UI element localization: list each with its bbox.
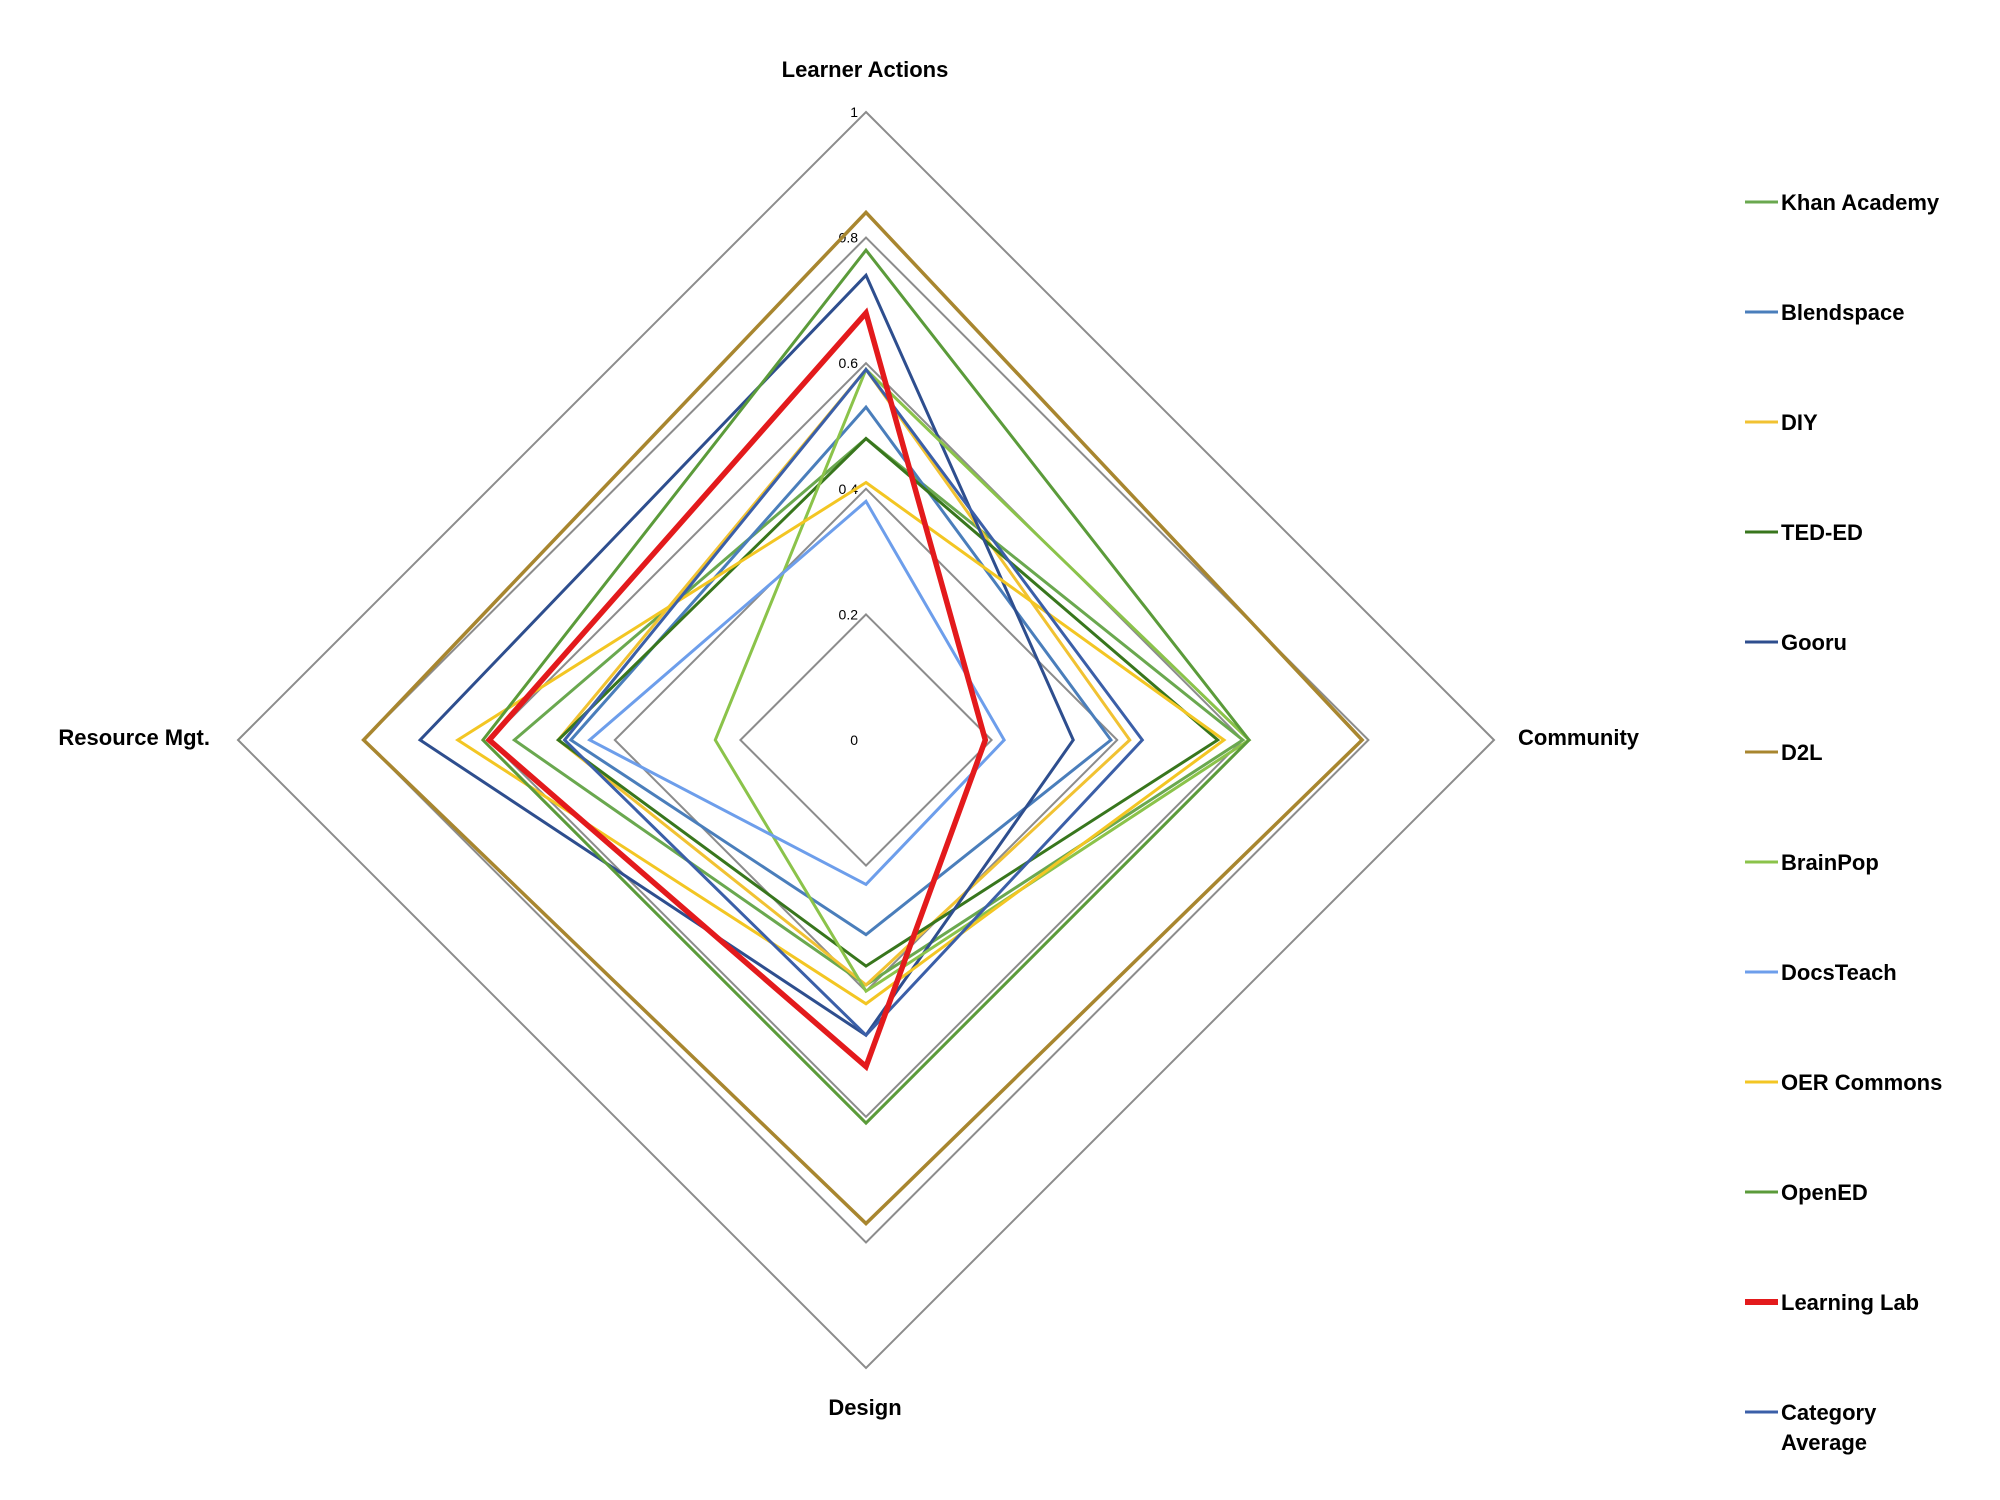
tick-label: 0.8 xyxy=(839,230,859,246)
tick-label: 0.2 xyxy=(839,606,859,622)
axis-label-community: Community xyxy=(1518,725,1640,750)
series-docsteach xyxy=(587,499,1007,887)
series-ted-ed xyxy=(555,436,1221,968)
legend-label: OpenED xyxy=(1781,1180,1868,1205)
legend-label: Blendspace xyxy=(1781,300,1905,325)
radar-tick-labels: 0 0.2 0.4 0.6 0.8 1 xyxy=(839,104,859,748)
legend-label: Learning Lab xyxy=(1781,1290,1919,1315)
radar-axis-labels: Learner Actions Community Design Resourc… xyxy=(58,57,1639,1420)
series-diy xyxy=(556,367,1132,987)
legend-label: Gooru xyxy=(1781,630,1847,655)
legend-item-oer-commons: OER Commons xyxy=(1745,1070,1942,1095)
legend-label: Category Average xyxy=(1781,1400,1877,1455)
tick-label: 0 xyxy=(850,732,858,748)
grid-ring-0-8 xyxy=(362,236,1370,1244)
axis-label-design: Design xyxy=(828,1395,901,1420)
series-category-average xyxy=(562,367,1145,1038)
tick-label: 0.4 xyxy=(839,481,859,497)
legend-label: DIY xyxy=(1781,410,1818,435)
tick-label: 0.6 xyxy=(839,355,859,371)
legend-item-docsteach: DocsTeach xyxy=(1745,960,1897,985)
series-brainpop xyxy=(713,366,1252,994)
series-learning-lab xyxy=(485,307,989,1072)
legend-item-learning-lab: Learning Lab xyxy=(1745,1290,1919,1315)
radar-grid xyxy=(236,110,1496,1370)
legend: Khan Academy Blendspace DIY TED-ED Gooru D2L B… xyxy=(1745,190,1942,1455)
series-d2l xyxy=(361,209,1365,1226)
legend-item-ted-ed: TED-ED xyxy=(1745,520,1863,545)
grid-ring-1 xyxy=(236,110,1496,1370)
legend-item-category-average: Category Average xyxy=(1745,1400,1877,1455)
legend-item-d2l: D2L xyxy=(1745,740,1823,765)
legend-item-khan-academy: Khan Academy xyxy=(1745,190,1940,215)
legend-item-diy: DIY xyxy=(1745,410,1818,435)
legend-label: DocsTeach xyxy=(1781,960,1897,985)
series-blendspace xyxy=(568,404,1113,937)
legend-label: BrainPop xyxy=(1781,850,1879,875)
legend-item-gooru: Gooru xyxy=(1745,630,1847,655)
series-oer-commons xyxy=(455,480,1227,1006)
legend-item-brainpop: BrainPop xyxy=(1745,850,1879,875)
tick-label: 1 xyxy=(850,104,858,120)
legend-item-opened: OpenED xyxy=(1745,1180,1868,1205)
axis-label-resource-mgt: Resource Mgt. xyxy=(58,725,210,750)
radar-series xyxy=(361,209,1365,1226)
grid-ring-0-2 xyxy=(738,612,994,868)
legend-label: TED-ED xyxy=(1781,520,1863,545)
legend-label: OER Commons xyxy=(1781,1070,1942,1095)
legend-label: D2L xyxy=(1781,740,1823,765)
series-opened xyxy=(480,247,1252,1126)
axis-label-learner-actions: Learner Actions xyxy=(782,57,949,82)
legend-label: Khan Academy xyxy=(1781,190,1940,215)
legend-item-blendspace: Blendspace xyxy=(1745,300,1905,325)
